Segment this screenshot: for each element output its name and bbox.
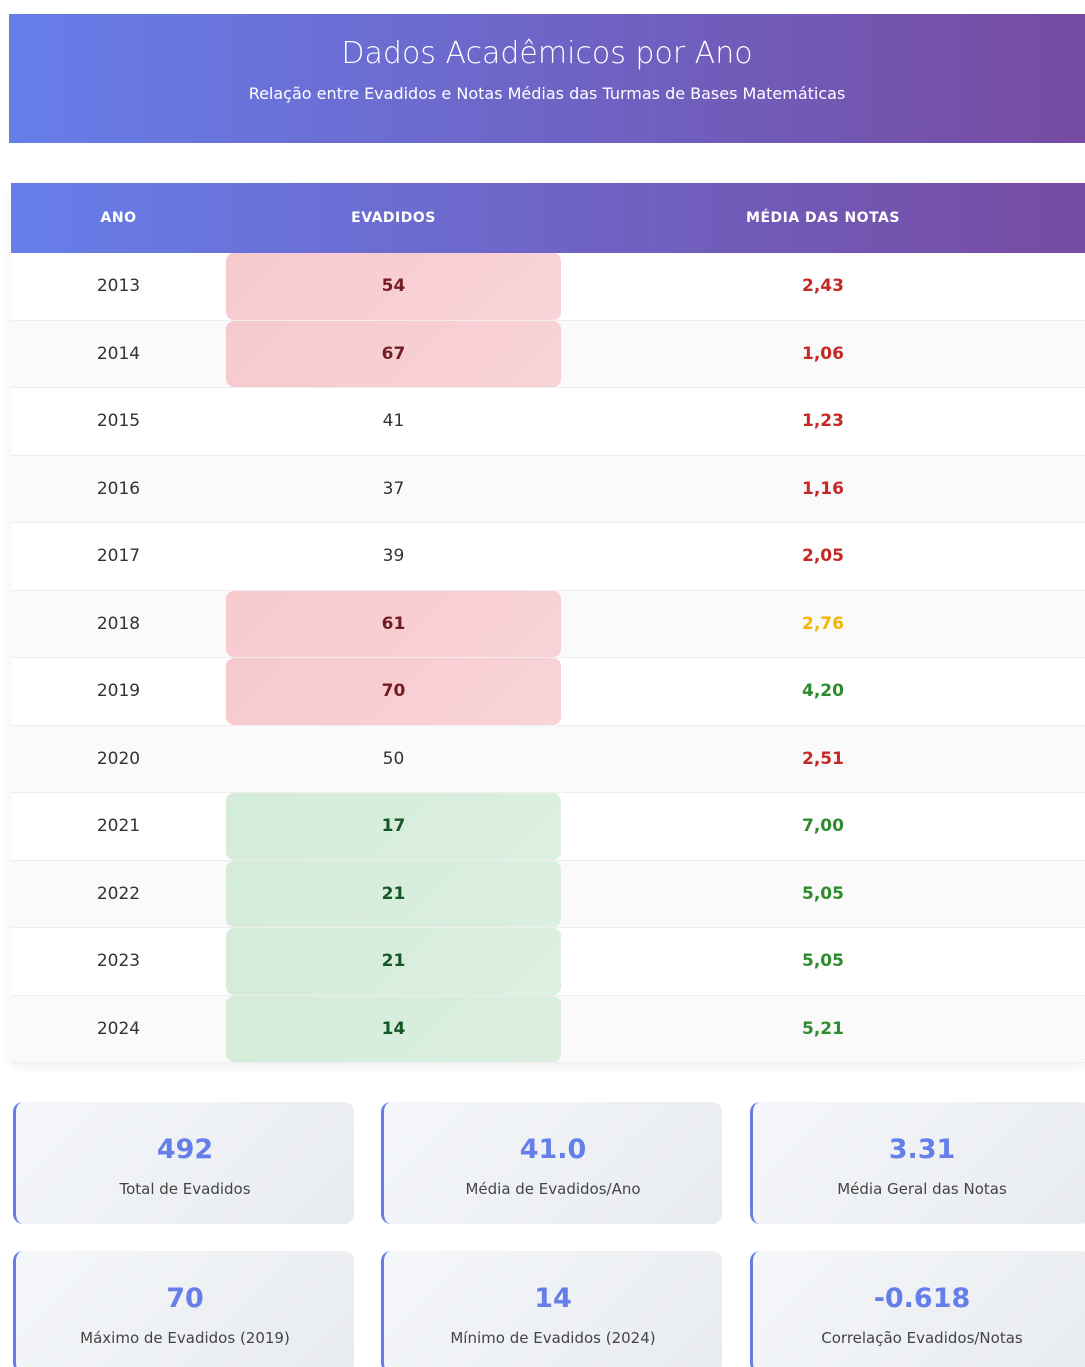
stat-card: 492 Total de Evadidos bbox=[13, 1102, 354, 1224]
highlight bbox=[226, 928, 561, 995]
year-cell: 2015 bbox=[96, 411, 141, 432]
year-cell: 2024 bbox=[96, 1018, 141, 1039]
table-row: 2019 70 4,20 bbox=[11, 658, 1085, 726]
grade-cell: 7,00 bbox=[802, 816, 844, 837]
table-row: 2015 41 1,23 bbox=[11, 388, 1085, 456]
evadidos-cell: 37 bbox=[382, 478, 405, 499]
stat-card: -0.618 Correlação Evadidos/Notas bbox=[750, 1251, 1085, 1367]
highlight bbox=[226, 320, 561, 387]
table: ANO EVADIDOS MÉDIA DAS NOTAS 2013 54 2,43 2… bbox=[11, 183, 1085, 1063]
year-cell: 2013 bbox=[96, 276, 141, 297]
table-row: 2021 17 7,00 bbox=[11, 793, 1085, 861]
year-cell: 2021 bbox=[96, 816, 141, 837]
stat-label: Média Geral das Notas bbox=[837, 1180, 1007, 1198]
highlight bbox=[226, 995, 561, 1062]
evadidos-cell: 41 bbox=[382, 411, 405, 432]
evadidos-cell: 21 bbox=[381, 951, 406, 972]
stat-card: 3.31 Média Geral das Notas bbox=[750, 1102, 1085, 1224]
grade-cell: 2,76 bbox=[802, 613, 844, 634]
table-row: 2017 39 2,05 bbox=[11, 523, 1085, 591]
evadidos-cell: 50 bbox=[382, 748, 405, 769]
title: Dados Acadêmicos por Ano bbox=[341, 36, 753, 71]
highlight bbox=[226, 253, 561, 320]
evadidos-cell: 54 bbox=[381, 276, 406, 297]
stat-value: -0.618 bbox=[873, 1283, 971, 1314]
year-cell: 2023 bbox=[96, 951, 141, 972]
stat-label: Correlação Evadidos/Notas bbox=[821, 1329, 1023, 1347]
table-row: 2023 21 5,05 bbox=[11, 928, 1085, 996]
grade-cell: 1,23 bbox=[802, 411, 844, 432]
grade-cell: 1,06 bbox=[802, 343, 844, 364]
column-header: ANO bbox=[100, 210, 137, 226]
highlight bbox=[226, 860, 561, 927]
stat-label: Total de Evadidos bbox=[119, 1180, 251, 1198]
stat-card: 14 Mínimo de Evadidos (2024) bbox=[381, 1251, 722, 1367]
table-row: 2013 54 2,43 bbox=[11, 253, 1085, 321]
year-cell: 2020 bbox=[96, 748, 141, 769]
year-cell: 2014 bbox=[96, 343, 141, 364]
table-row: 2016 37 1,16 bbox=[11, 455, 1085, 523]
stat-card: 70 Máximo de Evadidos (2019) bbox=[13, 1251, 354, 1367]
grade-cell: 1,16 bbox=[802, 478, 844, 499]
table-row: 2014 67 1,06 bbox=[11, 320, 1085, 388]
evadidos-cell: 21 bbox=[381, 883, 406, 904]
year-cell: 2016 bbox=[96, 478, 141, 499]
grade-cell: 2,51 bbox=[802, 748, 844, 769]
table-header: ANO EVADIDOS MÉDIA DAS NOTAS bbox=[11, 183, 1085, 253]
evadidos-cell: 61 bbox=[381, 613, 406, 634]
evadidos-cell: 17 bbox=[381, 816, 406, 837]
stat-label: Média de Evadidos/Ano bbox=[465, 1180, 641, 1198]
grade-cell: 5,05 bbox=[802, 883, 844, 904]
stat-value: 70 bbox=[166, 1283, 204, 1314]
stat-value: 41.0 bbox=[519, 1134, 587, 1165]
table-row: 2020 50 2,51 bbox=[11, 725, 1085, 793]
year-cell: 2022 bbox=[96, 883, 141, 904]
evadidos-cell: 14 bbox=[381, 1018, 406, 1039]
table-row: 2024 14 5,21 bbox=[11, 995, 1085, 1063]
subtitle: Relação entre Evadidos e Notas Médias da… bbox=[248, 84, 846, 103]
grade-cell: 5,21 bbox=[802, 1018, 844, 1039]
banner: Dados Acadêmicos por Ano Relação entre E… bbox=[9, 14, 1085, 143]
stat-label: Mínimo de Evadidos (2024) bbox=[450, 1329, 656, 1347]
grade-cell: 4,20 bbox=[802, 681, 844, 702]
column-header: EVADIDOS bbox=[351, 210, 436, 226]
stat-value: 492 bbox=[156, 1134, 214, 1165]
stat-value: 14 bbox=[534, 1283, 572, 1314]
year-cell: 2019 bbox=[96, 681, 141, 702]
evadidos-cell: 39 bbox=[382, 546, 405, 567]
stat-label: Máximo de Evadidos (2019) bbox=[80, 1329, 290, 1347]
grade-cell: 2,43 bbox=[802, 276, 844, 297]
highlight bbox=[226, 658, 561, 725]
stat-value: 3.31 bbox=[888, 1134, 956, 1165]
column-header: MÉDIA DAS NOTAS bbox=[746, 210, 900, 226]
year-cell: 2017 bbox=[96, 546, 141, 567]
table-row: 2018 61 2,76 bbox=[11, 590, 1085, 658]
table-row: 2022 21 5,05 bbox=[11, 860, 1085, 928]
year-cell: 2018 bbox=[96, 613, 141, 634]
evadidos-cell: 67 bbox=[381, 343, 406, 364]
highlight bbox=[226, 590, 561, 657]
stat-card: 41.0 Média de Evadidos/Ano bbox=[381, 1102, 722, 1224]
highlight bbox=[226, 793, 561, 860]
evadidos-cell: 70 bbox=[381, 681, 406, 702]
grade-cell: 2,05 bbox=[802, 546, 844, 567]
grade-cell: 5,05 bbox=[802, 951, 844, 972]
